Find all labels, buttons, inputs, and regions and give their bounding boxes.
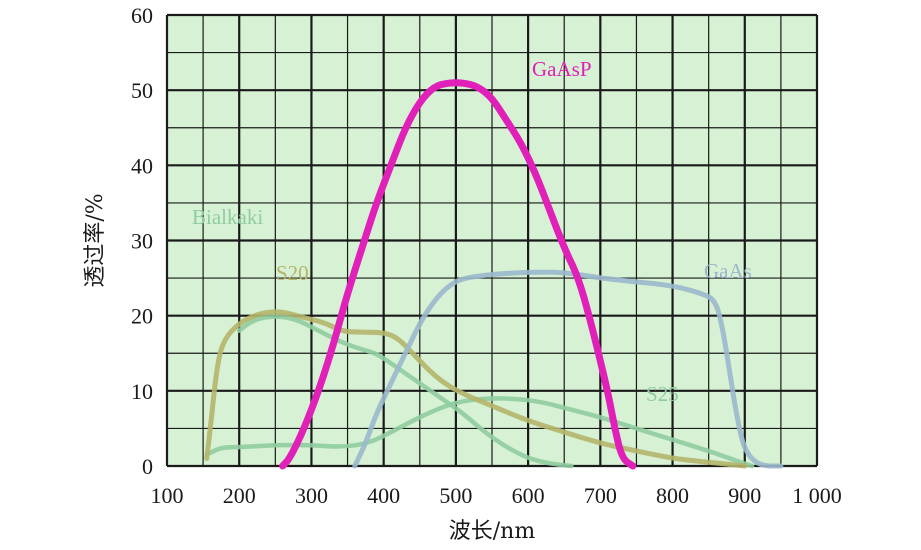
x-tick-label: 400 (367, 483, 400, 508)
x-tick-label: 600 (512, 483, 545, 508)
y-axis-title: 透过率/% (83, 193, 108, 287)
series-label-gaas: GaAs (704, 259, 752, 283)
y-tick-label: 0 (142, 454, 153, 479)
x-tick-label: 200 (223, 483, 256, 508)
x-axis-title: 波长/nm (449, 519, 536, 544)
y-tick-label: 50 (131, 78, 153, 103)
series-line-s25 (204, 396, 755, 469)
series-line-s20 (204, 309, 748, 469)
grid-lines (165, 13, 819, 468)
y-tick-label: 20 (131, 304, 153, 329)
series-line-gaasp (279, 79, 637, 470)
series-label-gaasp: GaAsP (532, 57, 592, 81)
x-tick-label: 800 (656, 483, 689, 508)
x-tick-label: 100 (151, 483, 184, 508)
x-tick-label: 500 (439, 483, 472, 508)
y-tick-label: 40 (131, 153, 153, 178)
series-label-s20: S20 (276, 261, 309, 285)
series-lines (204, 79, 784, 470)
y-tick-label: 60 (131, 3, 153, 28)
x-tick-label: 300 (295, 483, 328, 508)
series-line-gaas (352, 269, 784, 469)
series-line-bialkaki (236, 314, 574, 469)
x-tick-label: 900 (728, 483, 761, 508)
x-tick-label: 1 000 (792, 483, 842, 508)
series-labels: GaAsP GaAs S20 Bialkaki S25 (192, 57, 752, 406)
y-tick-label: 10 (131, 379, 153, 404)
x-tick-label: 700 (584, 483, 617, 508)
series-label-bialkaki: Bialkaki (192, 205, 263, 229)
series-label-s25: S25 (646, 382, 679, 406)
tick-labels: 100 200 300 400 500 600 700 800 900 1 000 0 10 20 30 4… (131, 3, 842, 508)
y-tick-label: 30 (131, 229, 153, 254)
